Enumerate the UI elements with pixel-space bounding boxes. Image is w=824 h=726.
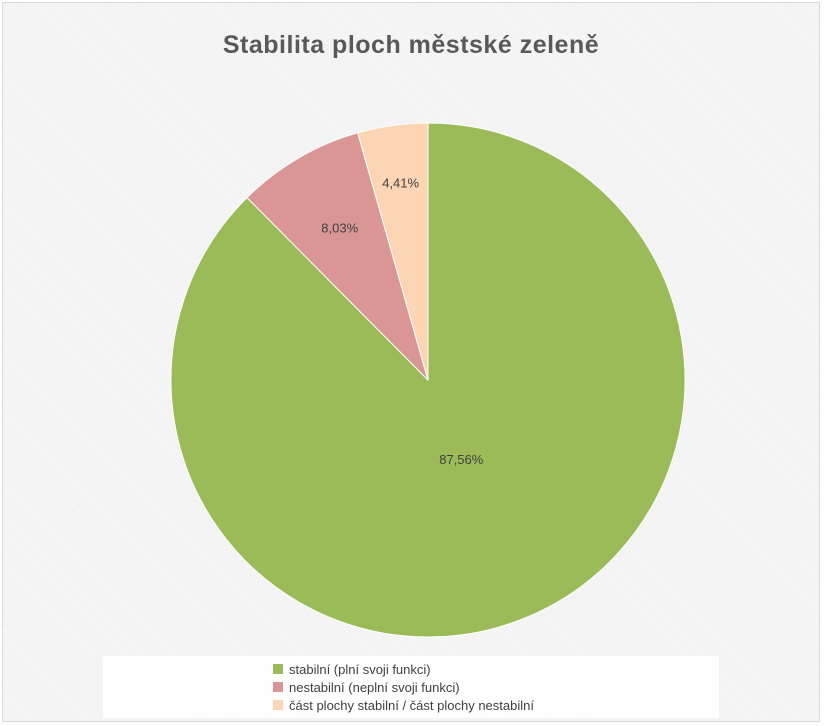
pie-slice-1 xyxy=(246,132,429,381)
legend-swatch-1 xyxy=(273,682,283,692)
pie-chart: 87,56% 8,03% 4,41% xyxy=(170,122,686,638)
legend-swatch-0 xyxy=(273,664,283,674)
legend-label-2: část plochy stabilní / část plochy nesta… xyxy=(289,697,534,713)
data-label-0: 87,56% xyxy=(439,452,484,467)
pie-slice-0 xyxy=(170,122,686,638)
legend-item-1: nestabilní (neplní svoji funkci) xyxy=(273,678,534,696)
legend-swatch-2 xyxy=(273,700,283,710)
pie-slice-2 xyxy=(357,122,429,381)
legend-item-2: část plochy stabilní / část plochy nesta… xyxy=(273,696,534,714)
chart-title: Stabilita ploch městské zeleně xyxy=(222,31,600,59)
legend-label-1: nestabilní (neplní svoji funkci) xyxy=(289,679,460,695)
legend-list: stabilní (plní svoji funkci) nestabilní (… xyxy=(273,660,534,714)
legend: stabilní (plní svoji funkci) nestabilní (… xyxy=(103,656,719,718)
data-label-2: 4,41% xyxy=(382,175,419,190)
legend-label-0: stabilní (plní svoji funkci) xyxy=(289,661,431,677)
data-label-1: 8,03% xyxy=(321,221,358,236)
legend-item-0: stabilní (plní svoji funkci) xyxy=(273,660,534,678)
